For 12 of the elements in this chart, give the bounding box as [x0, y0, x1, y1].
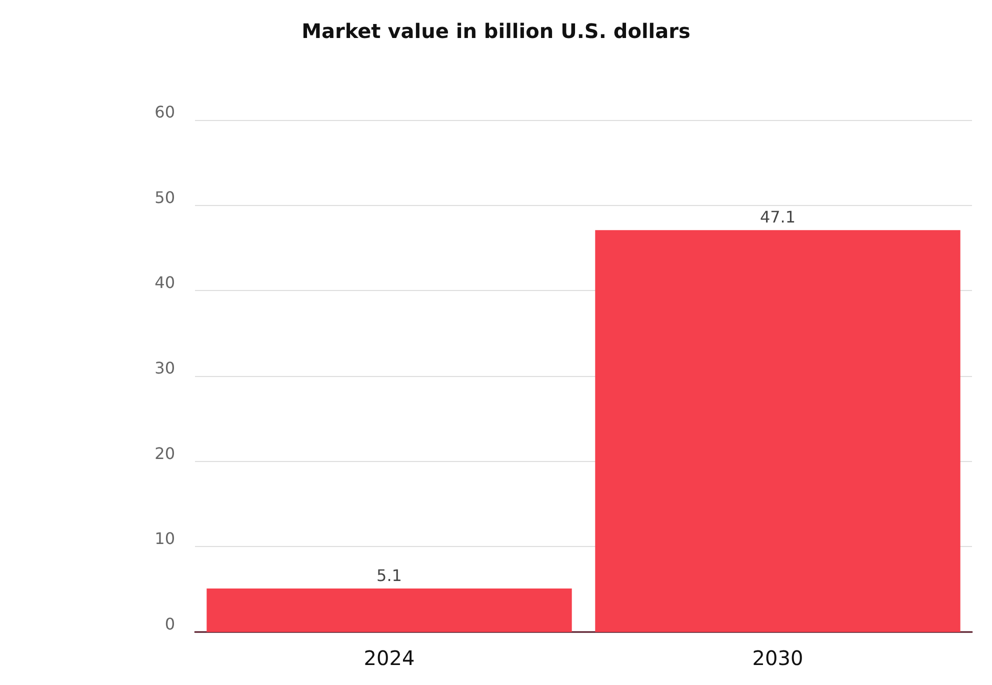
- y-tick-label: 10: [154, 529, 175, 548]
- x-tick-label: 2024: [364, 646, 415, 670]
- y-tick-label: 50: [154, 188, 175, 207]
- y-tick-label: 0: [164, 614, 175, 634]
- data-label: 5.1: [376, 566, 402, 585]
- x-tick-label: 2030: [752, 646, 804, 670]
- chart-title: Market value in billion U.S. dollars: [302, 19, 690, 43]
- y-tick-label: 20: [154, 444, 175, 463]
- y-tick-label: 60: [154, 102, 175, 122]
- y-tick-label: 30: [154, 358, 175, 378]
- data-label: 47.1: [760, 208, 796, 227]
- y-tick-label: 40: [154, 273, 175, 292]
